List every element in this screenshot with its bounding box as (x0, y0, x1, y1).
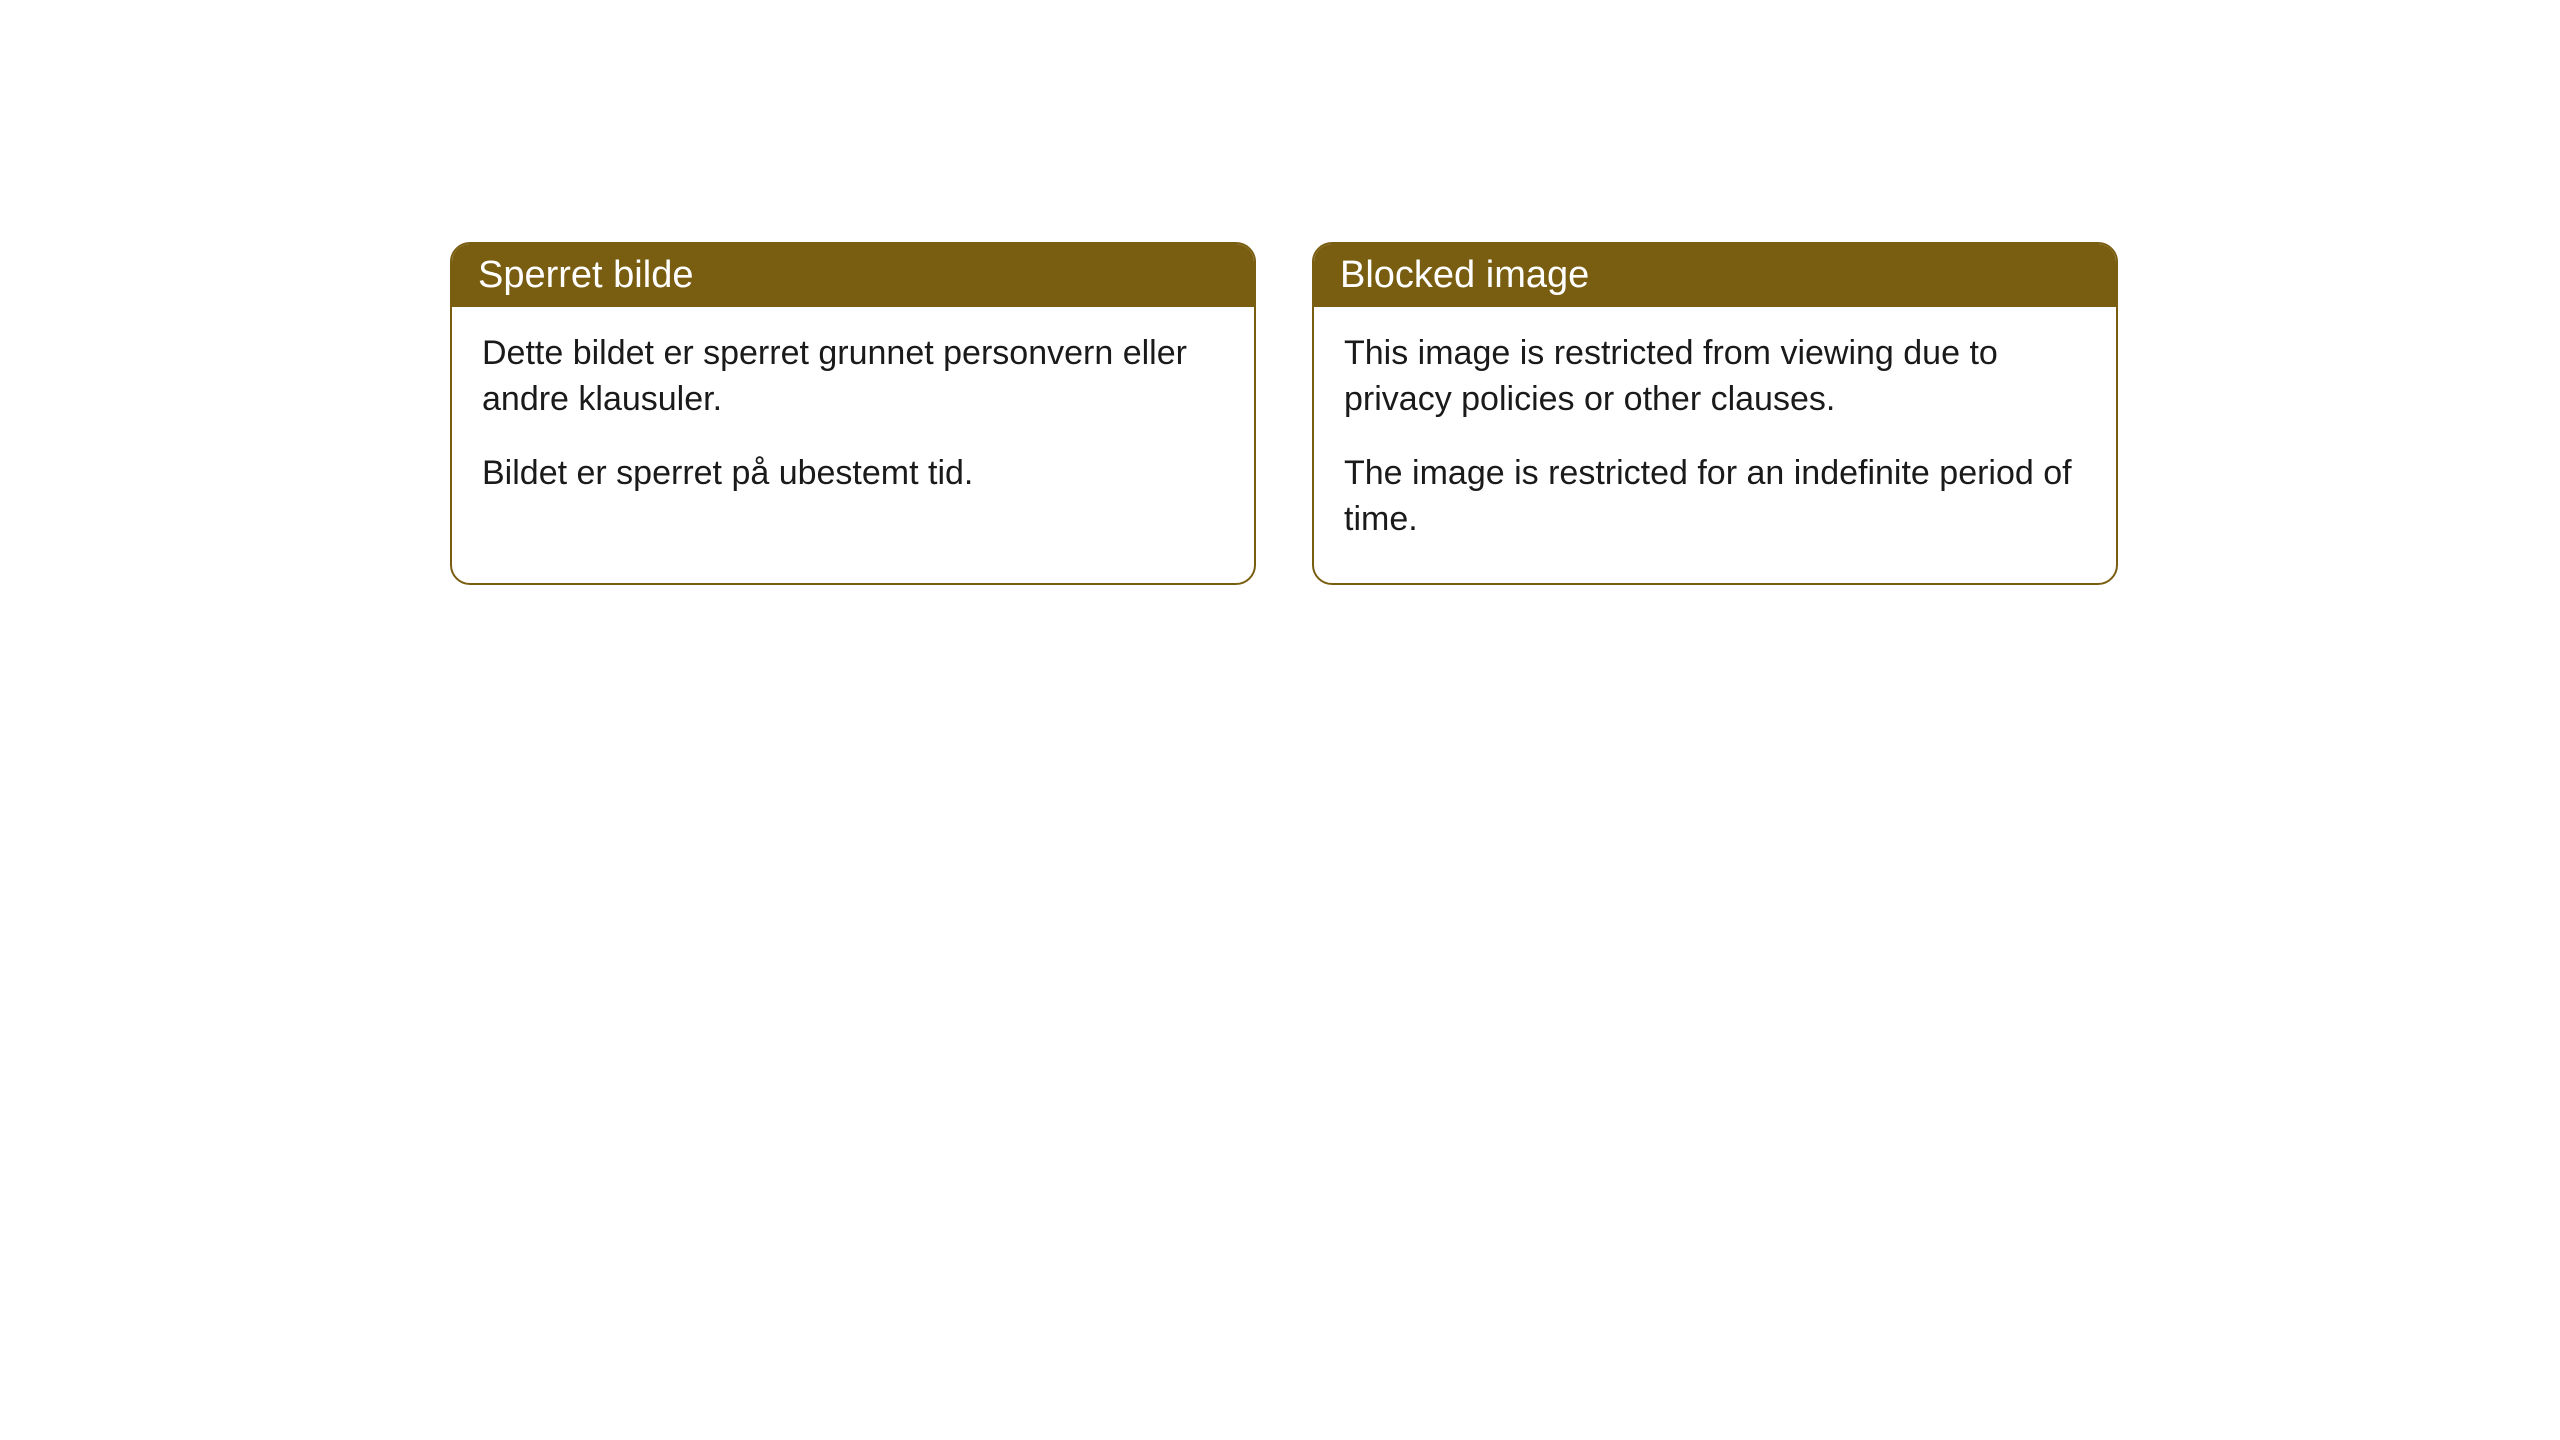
blocked-image-card-en: Blocked image This image is restricted f… (1312, 242, 2118, 585)
card-paragraph: This image is restricted from viewing du… (1344, 331, 2086, 423)
card-title: Blocked image (1340, 254, 1589, 296)
card-header: Sperret bilde (452, 244, 1254, 307)
card-paragraph: Bildet er sperret på ubestemt tid. (482, 451, 1224, 497)
card-body: Dette bildet er sperret grunnet personve… (452, 307, 1254, 537)
card-body: This image is restricted from viewing du… (1314, 307, 2116, 583)
card-header: Blocked image (1314, 244, 2116, 307)
card-paragraph: Dette bildet er sperret grunnet personve… (482, 331, 1224, 423)
card-container: Sperret bilde Dette bildet er sperret gr… (0, 0, 2560, 585)
blocked-image-card-no: Sperret bilde Dette bildet er sperret gr… (450, 242, 1256, 585)
card-paragraph: The image is restricted for an indefinit… (1344, 451, 2086, 543)
card-title: Sperret bilde (478, 254, 693, 296)
